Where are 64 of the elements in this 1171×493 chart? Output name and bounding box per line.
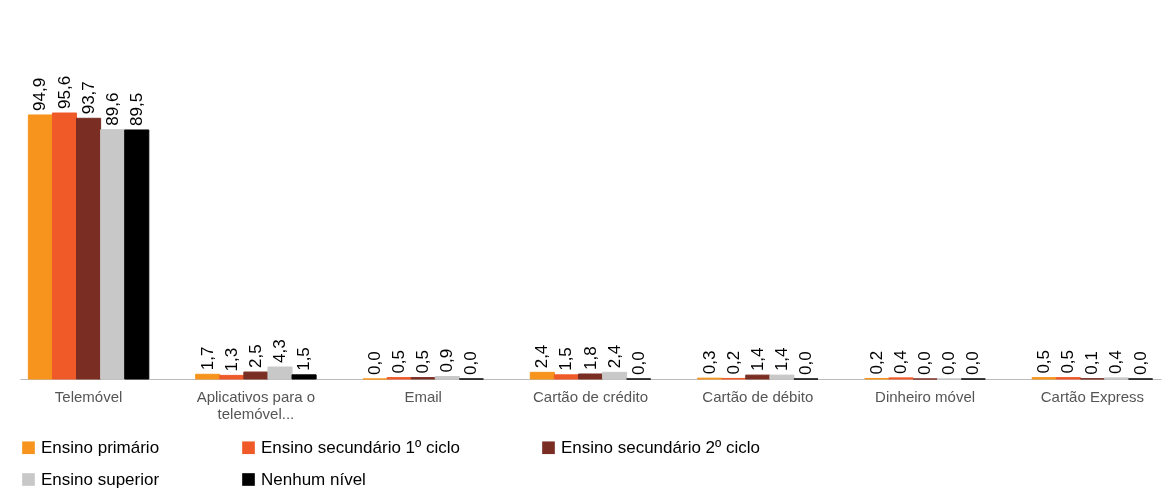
x-tick-label: Cartão de débito xyxy=(702,387,814,405)
data-label: 1,8 xyxy=(580,346,600,370)
legend-label: Nenhum nível xyxy=(261,469,366,489)
x-tick-label: Dinheiro móvel xyxy=(875,387,976,405)
bar xyxy=(529,371,555,380)
data-label: 0,0 xyxy=(628,351,648,375)
bar xyxy=(602,371,628,380)
data-label: 94,9 xyxy=(30,77,50,111)
data-label: 0,5 xyxy=(413,349,433,374)
data-label: 89,5 xyxy=(126,92,146,126)
data-label: 95,6 xyxy=(54,75,74,109)
legend-label: Ensino primário xyxy=(41,437,160,457)
bar xyxy=(76,117,102,380)
data-label: 1,3 xyxy=(221,347,241,372)
bar xyxy=(243,371,269,380)
bar xyxy=(745,374,771,380)
data-label: 93,7 xyxy=(78,81,98,115)
data-label: 0,0 xyxy=(939,351,959,375)
data-label: 1,7 xyxy=(197,346,217,371)
x-tick-label: Email xyxy=(404,387,442,405)
data-label: 0,1 xyxy=(1082,351,1102,375)
bar xyxy=(124,129,150,380)
x-tick-label: Cartão de crédito xyxy=(532,387,649,405)
bar xyxy=(195,373,221,380)
data-label: 0,0 xyxy=(915,351,935,375)
x-tick-label: Telemóvel xyxy=(54,387,123,405)
legend-label: Ensino superior xyxy=(41,469,160,489)
bar xyxy=(100,129,126,380)
data-label: 1,5 xyxy=(294,347,314,371)
bar xyxy=(51,112,78,380)
x-tick-label: Aplicativos para o telemóvel... xyxy=(196,387,316,422)
data-label: 0,4 xyxy=(891,350,911,374)
data-label: 0,0 xyxy=(365,351,385,375)
data-label: 0,5 xyxy=(1058,349,1078,374)
data-label: 4,3 xyxy=(269,339,289,364)
bar xyxy=(27,114,53,380)
data-label: 2,4 xyxy=(532,344,552,369)
data-label: 0,5 xyxy=(1034,349,1054,374)
data-label: 0,0 xyxy=(461,351,481,375)
data-label: 1,5 xyxy=(556,347,576,371)
bar xyxy=(577,373,604,380)
bar xyxy=(267,366,293,380)
data-label: 0,0 xyxy=(1130,351,1150,375)
legend-label: Ensino secundário 2º ciclo xyxy=(561,437,760,457)
x-tick-label: Cartão Express xyxy=(1040,387,1145,405)
legend-label: Ensino secundário 1º ciclo xyxy=(261,437,460,457)
data-label: 89,6 xyxy=(102,92,122,126)
data-label: 2,4 xyxy=(604,344,624,369)
data-label: 0,2 xyxy=(866,350,886,375)
data-label: 2,5 xyxy=(245,344,265,369)
data-label: 0,2 xyxy=(723,350,743,375)
data-label: 0,4 xyxy=(1106,350,1126,374)
bar xyxy=(553,374,579,380)
bar xyxy=(291,374,317,380)
data-label: 0,9 xyxy=(437,348,457,373)
bar xyxy=(434,376,460,380)
bar xyxy=(769,374,795,380)
data-label: 0,0 xyxy=(963,351,983,375)
bar xyxy=(219,374,245,380)
data-label: 0,5 xyxy=(389,349,409,374)
data-label: 0,3 xyxy=(699,350,719,375)
data-label: 1,4 xyxy=(771,347,791,372)
data-label: 1,4 xyxy=(747,347,767,372)
data-label: 0,0 xyxy=(795,351,815,375)
